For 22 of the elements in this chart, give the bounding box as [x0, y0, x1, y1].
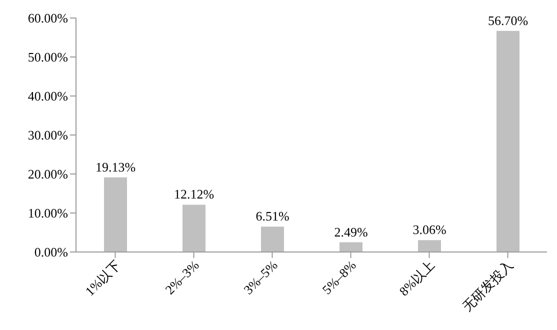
- data-label: 6.51%: [256, 208, 290, 224]
- y-tick-label: 20.00%: [28, 166, 68, 182]
- x-tick-label: 8%以上: [396, 258, 438, 299]
- bar: [496, 30, 520, 252]
- y-tick-label: 0.00%: [34, 244, 68, 260]
- data-label: 3.06%: [412, 222, 446, 238]
- bar: [104, 177, 127, 252]
- bar: [418, 240, 441, 252]
- bar: [340, 242, 362, 252]
- y-tick-label: 60.00%: [28, 10, 68, 26]
- y-tick-label: 30.00%: [28, 128, 68, 143]
- data-label: 56.70%: [488, 12, 528, 28]
- bar: [182, 204, 206, 252]
- x-tick-label: 1%以下: [82, 258, 124, 299]
- data-label: 19.13%: [95, 159, 136, 174]
- y-tick-label: 10.00%: [28, 206, 68, 221]
- bar: [261, 226, 284, 252]
- x-tick-label: 无研发投入: [459, 258, 516, 314]
- data-label: 2.49%: [334, 224, 368, 240]
- y-tick-label: 40.00%: [28, 88, 68, 104]
- data-label: 12.12%: [174, 186, 214, 202]
- y-tick-label: 50.00%: [28, 50, 68, 65]
